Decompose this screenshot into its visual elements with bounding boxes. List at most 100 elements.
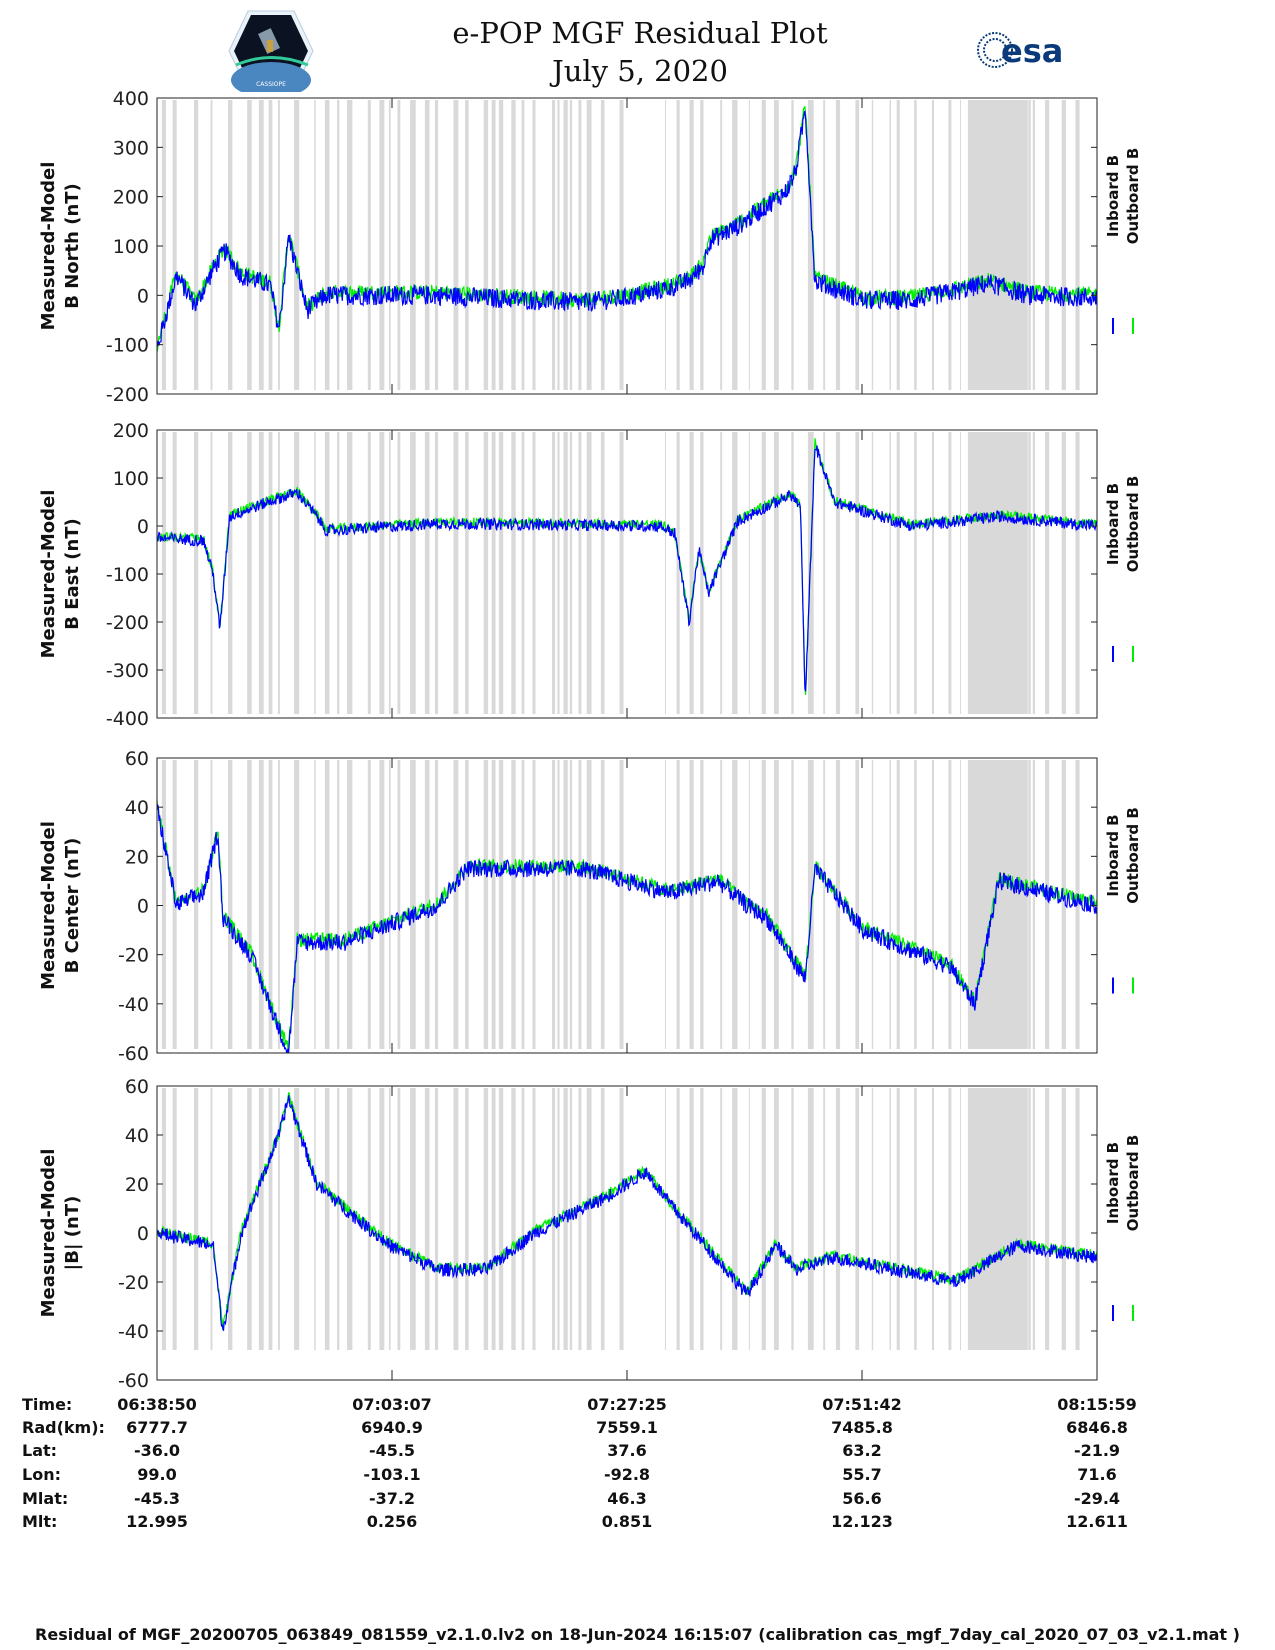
flag-band bbox=[807, 432, 814, 714]
flag-band bbox=[453, 760, 459, 1049]
flag-band bbox=[294, 760, 300, 1049]
flag-band bbox=[855, 1088, 860, 1350]
flag-band bbox=[247, 1088, 252, 1350]
flag-band bbox=[835, 1088, 841, 1350]
flag-band bbox=[314, 432, 316, 714]
flag-band bbox=[194, 1088, 199, 1350]
flag-band bbox=[823, 760, 826, 1049]
esa-logo-text: esa bbox=[1001, 32, 1063, 70]
orbit-value: -36.0 bbox=[133, 1441, 181, 1460]
flag-band bbox=[578, 1088, 582, 1350]
legend-label: Inboard B bbox=[1104, 1142, 1122, 1224]
flag-band bbox=[619, 432, 624, 714]
flag-band bbox=[664, 1088, 667, 1350]
flag-band bbox=[676, 100, 680, 390]
flag-band bbox=[914, 100, 917, 390]
flag-band bbox=[532, 432, 536, 714]
orbit-value: 6777.7 bbox=[126, 1418, 188, 1437]
flag-band bbox=[1028, 100, 1031, 390]
flag-band bbox=[896, 1088, 900, 1350]
y-tick-label: 100 bbox=[113, 468, 149, 490]
y-tick-label: -300 bbox=[106, 660, 149, 682]
flag-band bbox=[228, 100, 233, 390]
row-label: Rad(km): bbox=[22, 1418, 105, 1437]
flag-band bbox=[247, 100, 252, 390]
flag-band bbox=[397, 760, 401, 1049]
flag-band bbox=[247, 760, 252, 1049]
flag-band bbox=[410, 760, 416, 1049]
flag-band bbox=[871, 100, 874, 390]
flag-band bbox=[931, 100, 935, 390]
flag-band bbox=[337, 760, 340, 1049]
flag-band bbox=[931, 432, 935, 714]
flag-band bbox=[969, 1088, 1028, 1350]
flag-band bbox=[914, 1088, 917, 1350]
orbit-value: 12.611 bbox=[1066, 1512, 1128, 1531]
y-axis-label: Measured-Model bbox=[38, 490, 59, 659]
flag-band bbox=[578, 760, 582, 1049]
flag-band bbox=[521, 1088, 525, 1350]
flag-band bbox=[914, 432, 917, 714]
flag-band bbox=[258, 432, 264, 714]
flag-band bbox=[871, 432, 874, 714]
flag-band bbox=[388, 100, 391, 390]
y-tick-label: 20 bbox=[125, 846, 149, 868]
flag-band bbox=[969, 100, 1028, 390]
flag-band bbox=[557, 100, 560, 390]
orbit-value: 37.6 bbox=[607, 1441, 647, 1460]
flag-band bbox=[453, 1088, 459, 1350]
flag-band bbox=[791, 1088, 794, 1350]
flag-band bbox=[748, 432, 750, 714]
x-tick-label: 07:03:07 bbox=[352, 1395, 432, 1414]
flag-band bbox=[314, 760, 316, 1049]
flag-band bbox=[161, 760, 166, 1049]
y-tick-label: -200 bbox=[106, 384, 149, 406]
flag-band bbox=[1028, 432, 1031, 714]
flag-band bbox=[914, 760, 917, 1049]
flag-band bbox=[210, 760, 213, 1049]
flag-band bbox=[483, 100, 489, 390]
flag-band bbox=[465, 432, 469, 714]
flag-band bbox=[676, 432, 680, 714]
orbit-value: 6846.8 bbox=[1066, 1418, 1128, 1437]
flag-band bbox=[1045, 760, 1050, 1049]
orbit-value: 46.3 bbox=[607, 1489, 647, 1508]
flag-band bbox=[346, 432, 353, 714]
flag-band bbox=[1061, 760, 1066, 1049]
inboard-series-line bbox=[156, 803, 1098, 1054]
flag-band bbox=[700, 1088, 704, 1350]
flag-band bbox=[732, 1088, 738, 1350]
flag-band bbox=[569, 432, 573, 714]
flag-band bbox=[483, 1088, 489, 1350]
flag-band bbox=[337, 100, 340, 390]
flag-band bbox=[578, 432, 582, 714]
flag-band bbox=[210, 100, 213, 390]
flag-band bbox=[1045, 432, 1050, 714]
orbit-value: 56.6 bbox=[842, 1489, 882, 1508]
orbit-value: -37.2 bbox=[368, 1489, 416, 1508]
flag-band bbox=[791, 432, 794, 714]
flag-band bbox=[424, 1088, 430, 1350]
flag-band bbox=[465, 100, 469, 390]
flag-band bbox=[228, 760, 233, 1049]
flag-band bbox=[172, 100, 177, 390]
flag-band bbox=[896, 100, 900, 390]
flag-band bbox=[498, 100, 504, 390]
orbit-value: 71.6 bbox=[1077, 1465, 1117, 1484]
legend-label: Inboard B bbox=[1104, 814, 1122, 896]
orbit-value: -29.4 bbox=[1073, 1489, 1121, 1508]
flag-band bbox=[1028, 1088, 1031, 1350]
flag-band bbox=[807, 100, 814, 390]
flag-band bbox=[761, 432, 766, 714]
flag-band bbox=[346, 1088, 353, 1350]
flag-band bbox=[1032, 100, 1035, 390]
panel-1: 400 300 200 100 0 -100 -200 Measured-Model B Nor… bbox=[38, 88, 1142, 406]
flag-band bbox=[720, 100, 723, 390]
y-tick-label: 0 bbox=[137, 285, 149, 307]
flag-band bbox=[855, 100, 860, 390]
flag-band bbox=[563, 1088, 568, 1350]
flag-band bbox=[194, 100, 199, 390]
flag-band bbox=[172, 1088, 177, 1350]
flag-band bbox=[959, 100, 961, 390]
flag-band bbox=[498, 760, 504, 1049]
